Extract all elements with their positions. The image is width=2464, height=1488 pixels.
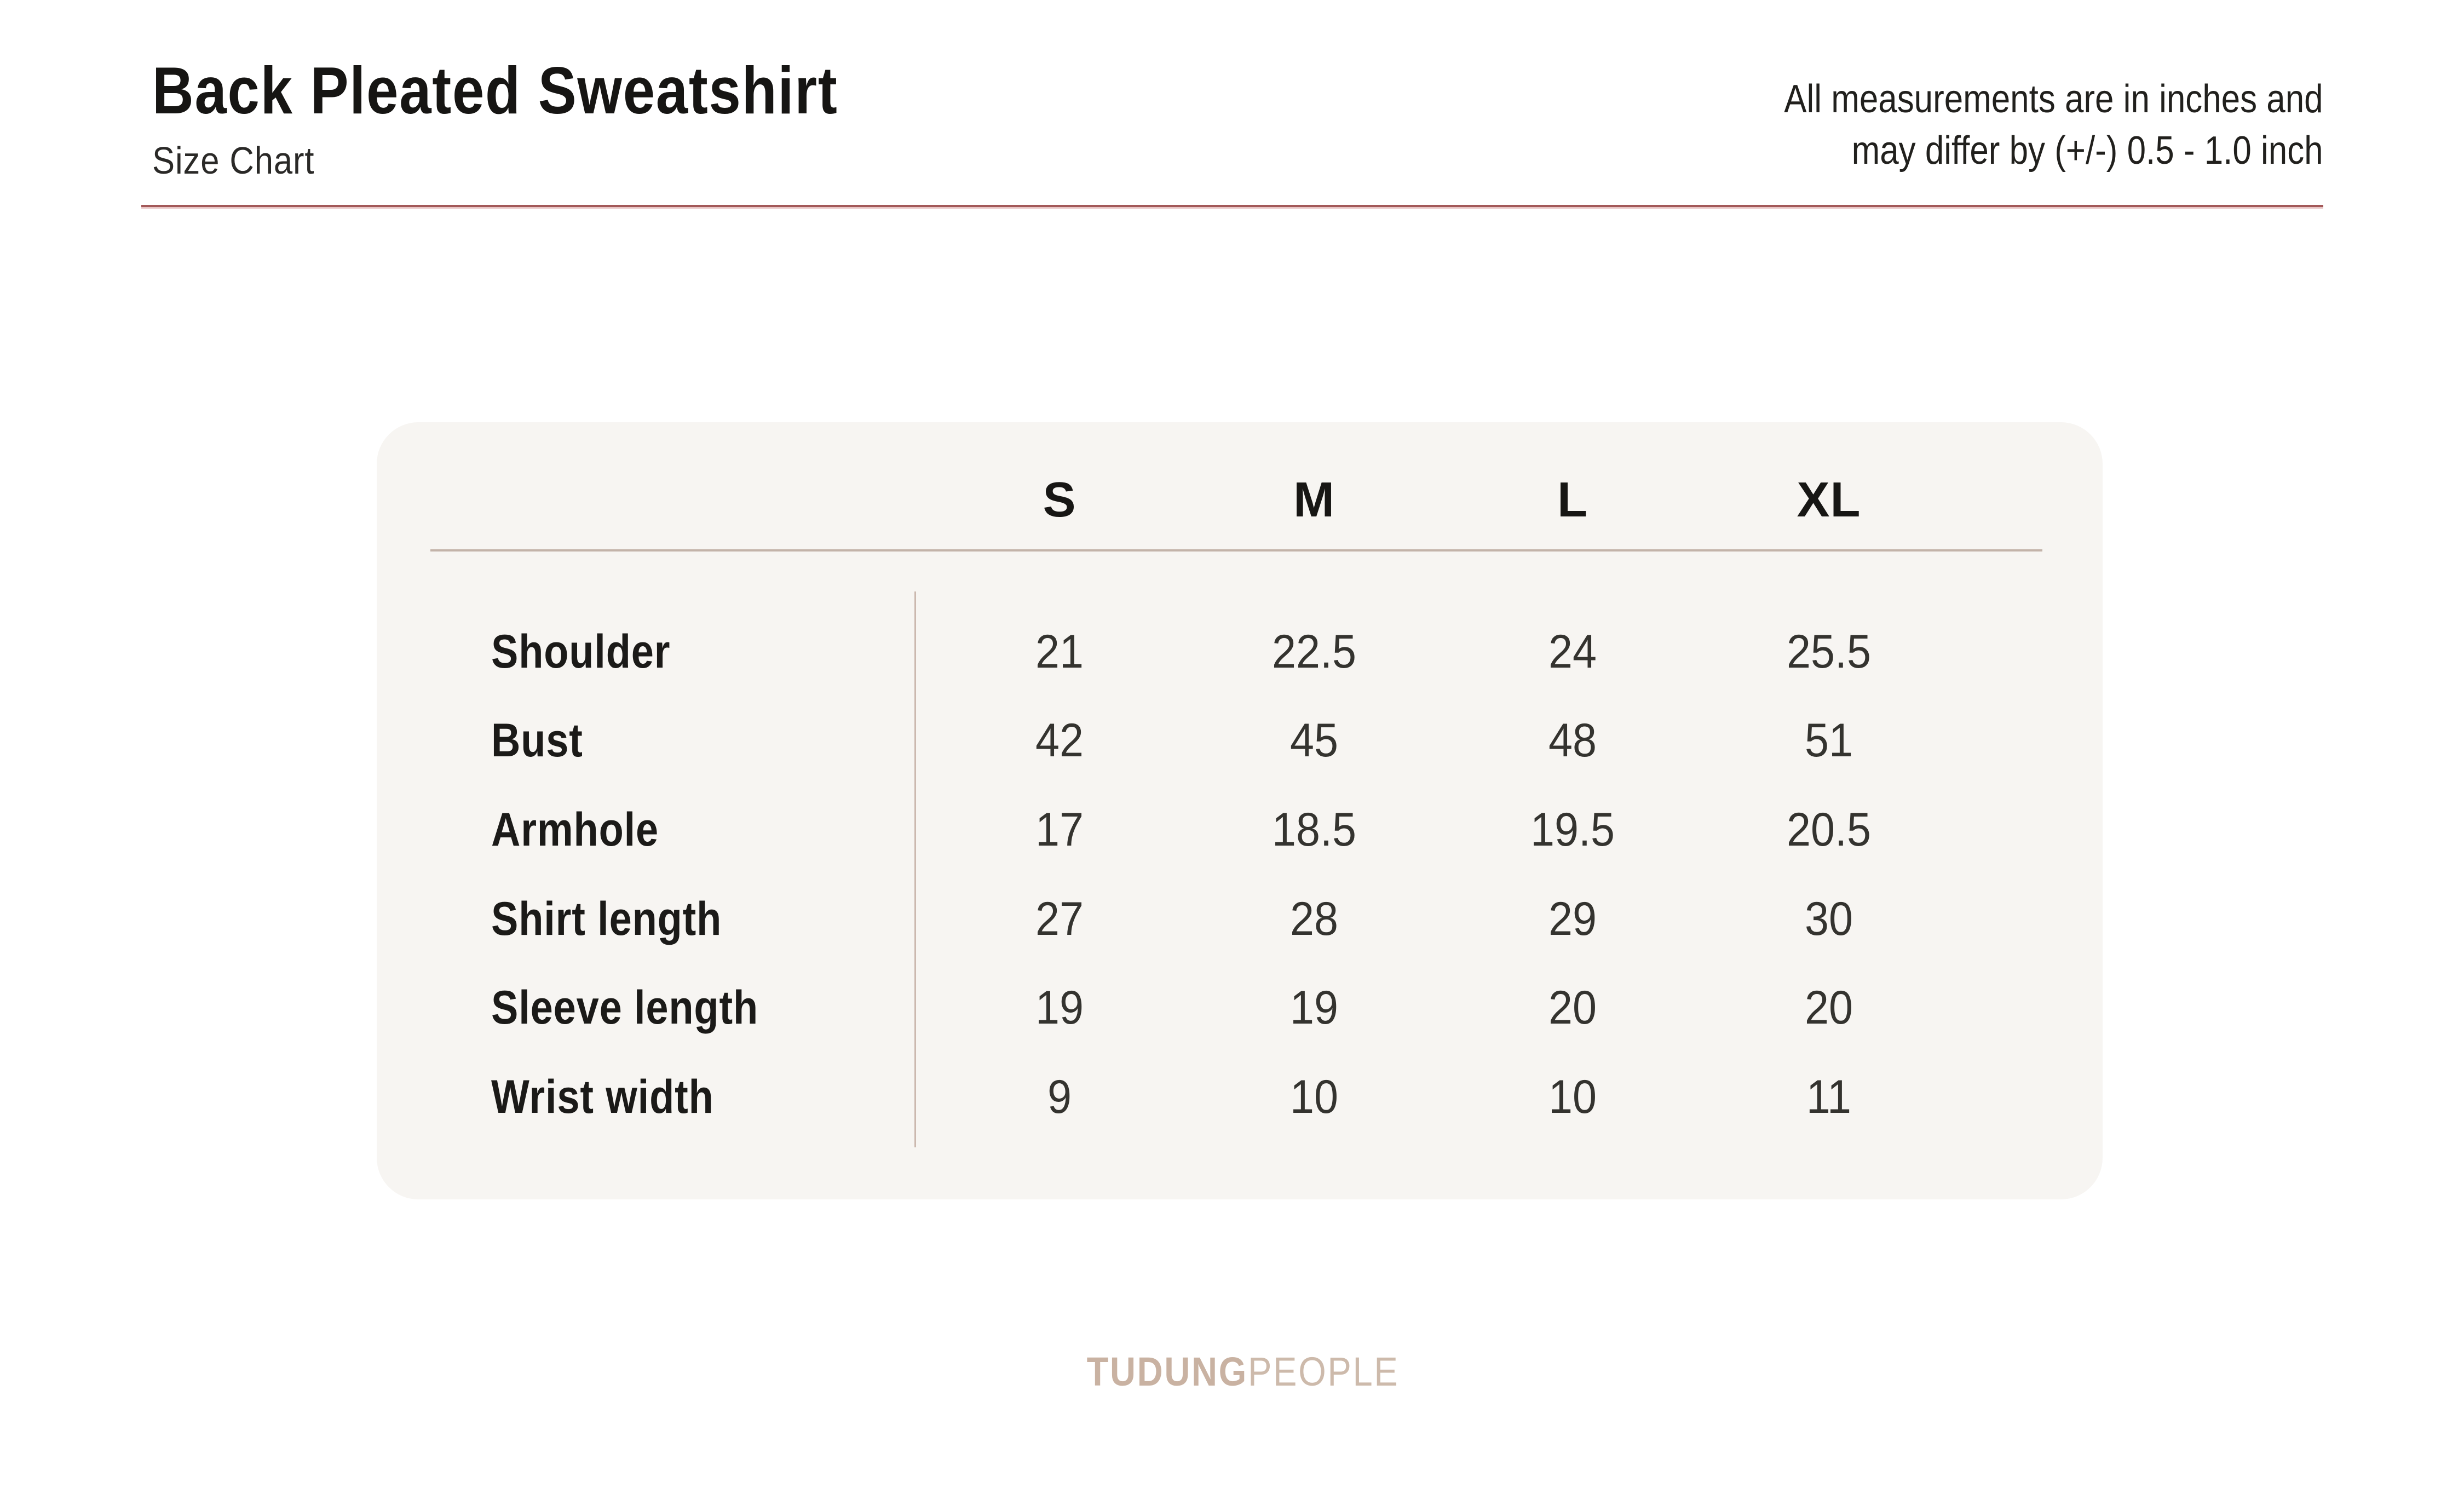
cell-shoulder-s: 21: [1035, 625, 1084, 678]
size-chart-card: S M L XL Shoulder 21 22.5 24 25.5 Bust 42 45 48 51 Ar…: [377, 422, 2103, 1199]
measurement-note-line1: All measurements are in inches and: [1784, 77, 2323, 121]
cell-sleeve-length-s: 19: [1035, 981, 1084, 1034]
table-header-rule: [430, 549, 2042, 551]
column-header-xl: XL: [1797, 473, 1861, 527]
table-vertical-rule: [914, 591, 916, 1147]
brand-logo: TUDUNGPEOPLE: [1087, 1352, 1400, 1392]
row-label: Sleeve length: [491, 981, 758, 1034]
cell-shirt-length-l: 29: [1548, 893, 1597, 945]
header-accent-rule: [141, 205, 2323, 207]
cell-sleeve-length-m: 19: [1289, 981, 1339, 1034]
cell-bust-s: 42: [1035, 714, 1084, 767]
column-header-l: L: [1557, 473, 1588, 527]
cell-wrist-width-xl: 11: [1806, 1071, 1852, 1123]
page-subtitle: Size Chart: [152, 139, 315, 182]
measurement-note-line2: may differ by (+/-) 0.5 - 1.0 inch: [1852, 129, 2323, 173]
column-header-s: S: [1043, 473, 1076, 527]
column-header-m: M: [1293, 473, 1335, 527]
cell-shirt-length-s: 27: [1035, 893, 1084, 945]
row-label: Shirt length: [491, 893, 722, 945]
cell-bust-l: 48: [1548, 714, 1597, 767]
cell-shirt-length-xl: 30: [1804, 893, 1853, 945]
row-label: Wrist width: [491, 1071, 714, 1123]
cell-shoulder-m: 22.5: [1271, 625, 1356, 678]
row-label: Bust: [491, 714, 583, 767]
cell-bust-xl: 51: [1804, 714, 1853, 767]
brand-logo-people: PEOPLE: [1247, 1349, 1400, 1394]
cell-bust-m: 45: [1289, 714, 1339, 767]
cell-armhole-l: 19.5: [1530, 803, 1615, 856]
cell-sleeve-length-xl: 20: [1804, 981, 1853, 1034]
measurement-note: All measurements are in inches and may d…: [1784, 73, 2323, 176]
page-title: Back Pleated Sweatshirt: [152, 53, 838, 128]
cell-wrist-width-l: 10: [1548, 1071, 1597, 1123]
cell-sleeve-length-l: 20: [1548, 981, 1597, 1034]
cell-shirt-length-m: 28: [1289, 893, 1339, 945]
cell-armhole-m: 18.5: [1271, 803, 1356, 856]
cell-wrist-width-s: 9: [1047, 1071, 1072, 1123]
brand-logo-tudung: TUDUNG: [1086, 1349, 1248, 1394]
cell-armhole-s: 17: [1035, 803, 1084, 856]
row-label: Armhole: [491, 803, 659, 856]
cell-armhole-xl: 20.5: [1786, 803, 1871, 856]
cell-wrist-width-m: 10: [1289, 1071, 1339, 1123]
cell-shoulder-l: 24: [1548, 625, 1597, 678]
cell-shoulder-xl: 25.5: [1786, 625, 1871, 678]
row-label: Shoulder: [491, 625, 671, 678]
